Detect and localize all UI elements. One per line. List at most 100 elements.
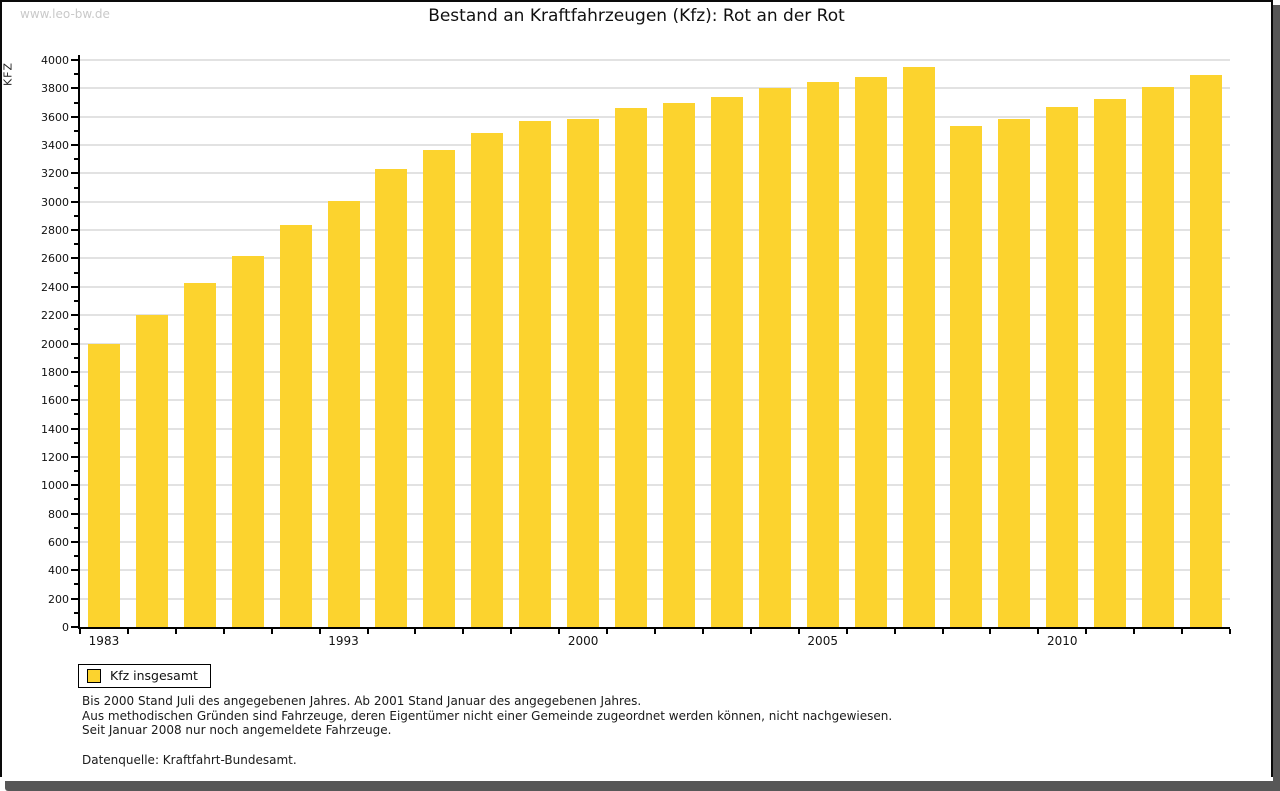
bar <box>231 256 264 627</box>
bar <box>1190 74 1223 627</box>
y-axis-tick <box>71 540 78 543</box>
legend-swatch-icon <box>87 668 101 683</box>
x-axis-tick <box>174 629 177 634</box>
y-axis-minor-tick <box>74 583 78 586</box>
bar <box>423 150 456 627</box>
x-axis-tick <box>654 629 656 634</box>
bar <box>471 133 504 627</box>
y-axis-minor-tick <box>74 328 78 331</box>
data-source: Datenquelle: Kraftfahrt-Bundesamt. <box>82 752 297 767</box>
x-axis-tick <box>270 629 273 634</box>
x-axis-tick <box>318 629 321 634</box>
bar <box>327 201 360 627</box>
gridline <box>80 59 1230 61</box>
y-axis-minor-tick <box>74 356 78 359</box>
bar <box>1094 98 1127 627</box>
y-axis-tick-label: 1200 <box>41 450 69 464</box>
footnote-line: Aus methodischen Gründen sind Fahrzeuge,… <box>82 708 893 723</box>
y-axis-tick <box>71 257 78 260</box>
bar <box>998 118 1031 627</box>
gridline <box>80 597 1230 600</box>
x-axis-tick-label: 1993 <box>328 634 359 648</box>
x-axis-tick <box>749 629 752 634</box>
y-axis-tick <box>71 314 78 317</box>
y-axis-tick <box>71 59 78 61</box>
gridline <box>80 229 1230 232</box>
y-axis-tick-label: 2600 <box>41 252 69 266</box>
bar <box>854 77 887 627</box>
y-axis-minor-tick <box>74 611 78 614</box>
x-axis-tick <box>558 629 561 634</box>
legend-label: Kfz insgesamt <box>110 668 198 683</box>
x-axis-tick <box>79 629 81 634</box>
gridline <box>80 115 1230 118</box>
gridline <box>80 512 1230 515</box>
x-axis-tick <box>462 629 465 634</box>
y-axis-tick-label: 2000 <box>41 337 69 351</box>
x-axis-tick <box>797 629 800 634</box>
y-axis-tick-label: 3600 <box>41 110 69 124</box>
y-axis-tick-label: 1400 <box>41 422 69 436</box>
y-axis-minor-tick <box>74 271 78 274</box>
y-axis-title: KFZ <box>1 61 15 87</box>
y-axis-tick <box>71 427 78 430</box>
y-axis-tick-label: 600 <box>48 535 69 549</box>
y-axis-tick <box>71 569 78 572</box>
bar <box>710 96 743 627</box>
y-axis-minor-tick <box>74 413 78 416</box>
x-axis-tick <box>510 629 513 634</box>
gridline <box>80 257 1230 260</box>
y-axis-minor-tick <box>74 555 78 558</box>
gridline <box>80 569 1230 572</box>
x-axis-tick <box>1229 629 1231 634</box>
y-axis-minor-tick <box>74 498 78 501</box>
bar <box>1142 86 1175 627</box>
y-axis-tick-label: 1800 <box>41 365 69 379</box>
bar <box>567 118 600 627</box>
y-axis-tick <box>71 285 78 288</box>
bar <box>950 125 983 627</box>
y-axis-tick <box>71 512 78 515</box>
y-axis-tick <box>71 229 78 232</box>
bar <box>87 343 120 627</box>
gridline <box>80 370 1230 373</box>
y-axis-tick <box>71 597 78 600</box>
frame-shadow-bottom <box>5 781 1280 791</box>
x-axis-tick-label: 2000 <box>567 634 599 648</box>
y-axis-tick-label: 2800 <box>41 224 69 238</box>
chart-title: Bestand an Kraftfahrzeugen (Kfz): Rot an… <box>428 6 845 26</box>
x-axis-tick <box>366 629 369 634</box>
y-axis-tick <box>71 172 78 175</box>
x-axis-tick <box>845 629 848 634</box>
y-axis-tick-label: 2200 <box>41 309 69 323</box>
y-axis-tick <box>71 87 78 90</box>
bar <box>519 120 552 627</box>
legend-box: Kfz insgesamt <box>78 664 211 688</box>
x-axis-tick <box>606 629 609 634</box>
y-axis-tick-label: 3800 <box>41 82 69 96</box>
x-axis-tick <box>1181 629 1184 634</box>
y-axis-minor-tick <box>74 214 78 217</box>
watermark-url: www.leo-bw.de <box>20 7 110 21</box>
x-axis-tick-label: 2005 <box>807 634 838 648</box>
x-axis-tick <box>1133 629 1136 634</box>
bar <box>662 102 695 627</box>
x-axis-tick <box>222 629 225 634</box>
y-axis-tick <box>71 200 78 203</box>
gridline <box>80 87 1230 90</box>
y-axis-tick <box>71 144 78 147</box>
bar <box>615 108 648 627</box>
y-axis-minor-tick <box>74 73 78 76</box>
y-axis-minor-tick <box>74 385 78 388</box>
y-axis-minor-tick <box>74 158 78 161</box>
gridline <box>80 144 1230 147</box>
footnote-block: Bis 2000 Stand Juli des angegebenen Jahr… <box>82 694 892 767</box>
x-axis-tick <box>1037 629 1040 634</box>
bar <box>375 169 408 627</box>
y-axis-tick-label: 2400 <box>41 280 69 294</box>
gridline <box>80 427 1230 430</box>
y-axis-tick-label: 4000 <box>41 54 69 67</box>
y-axis-tick <box>71 626 78 628</box>
y-axis-minor-tick <box>74 526 78 529</box>
bar <box>1046 107 1079 627</box>
